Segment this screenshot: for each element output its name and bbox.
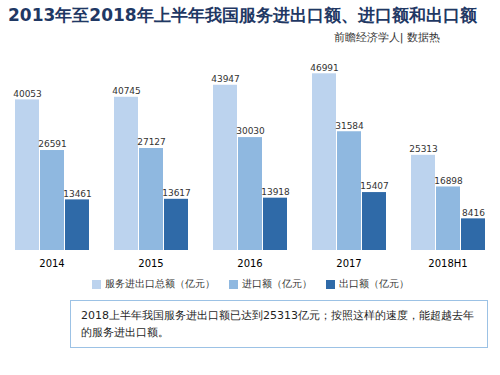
svg-text:26591: 26591 — [38, 139, 67, 149]
svg-text:46991: 46991 — [310, 63, 339, 73]
svg-text:30030: 30030 — [236, 126, 265, 136]
html-text:出口额（亿元）: 出口额（亿元） — [338, 278, 409, 289]
html-text:前瞻经济学人| 数据热: 前瞻经济学人| 数据热 — [333, 31, 440, 44]
svg-text:2015: 2015 — [138, 258, 163, 269]
svg-text:15407: 15407 — [360, 181, 389, 191]
svg-text:2018H1: 2018H1 — [428, 258, 467, 269]
html-text:2018上半年我国服务进出口额已达到25313亿元；按照这样: 2018上半年我国服务进出口额已达到25313亿元；按照这样的速度，能超越去年的… — [81, 309, 474, 339]
svg-text:25313: 25313 — [409, 144, 438, 154]
svg-text:13461: 13461 — [63, 189, 92, 199]
html-text:进口额（亿元）: 进口额（亿元） — [241, 278, 312, 289]
svg-text:16898: 16898 — [434, 176, 463, 186]
svg-text:31584: 31584 — [335, 121, 364, 131]
svg-text:2016: 2016 — [237, 258, 262, 269]
svg-text:13617: 13617 — [162, 188, 191, 198]
svg-text:8416: 8416 — [462, 208, 485, 218]
html-text:服务进出口总额（亿元）: 服务进出口总额（亿元） — [104, 278, 215, 289]
svg-text:43947: 43947 — [211, 74, 240, 84]
svg-text:2017: 2017 — [336, 258, 361, 269]
svg-text:40053: 40053 — [13, 89, 42, 99]
svg-text:13918: 13918 — [261, 187, 290, 197]
svg-text:27127: 27127 — [137, 137, 166, 147]
svg-text:2014: 2014 — [39, 258, 64, 269]
svg-text:40745: 40745 — [112, 86, 141, 96]
html-text:2013年至2018年上半年我国服务进出口额、进口额和出口额: 2013年至2018年上半年我国服务进出口额、进口额和出口额 — [8, 5, 477, 25]
